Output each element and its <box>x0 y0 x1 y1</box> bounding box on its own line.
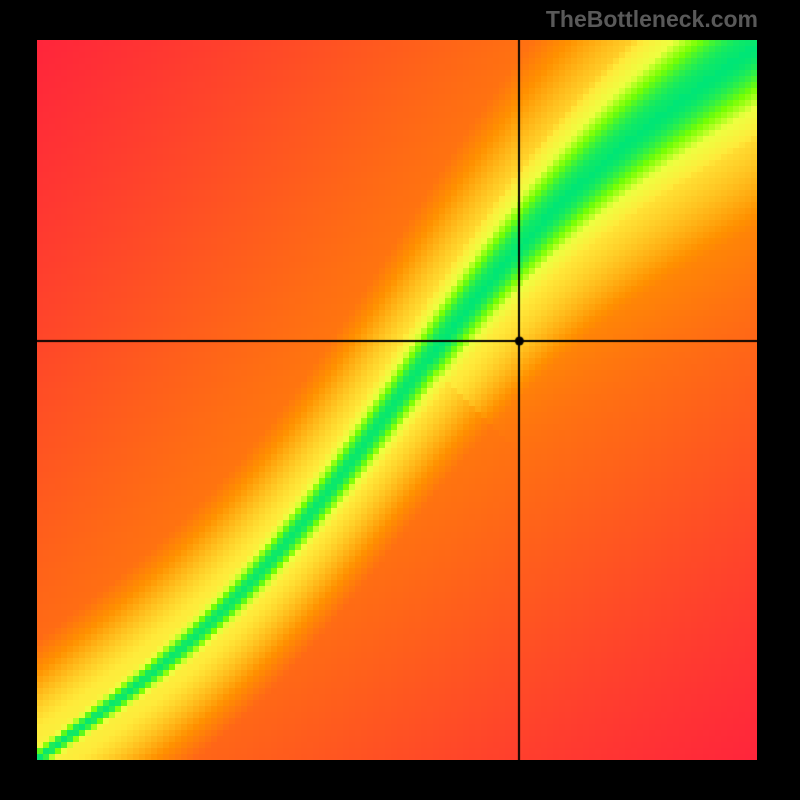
watermark-text: TheBottleneck.com <box>546 6 758 33</box>
chart-container: TheBottleneck.com <box>0 0 800 800</box>
bottleneck-heatmap <box>37 40 757 760</box>
